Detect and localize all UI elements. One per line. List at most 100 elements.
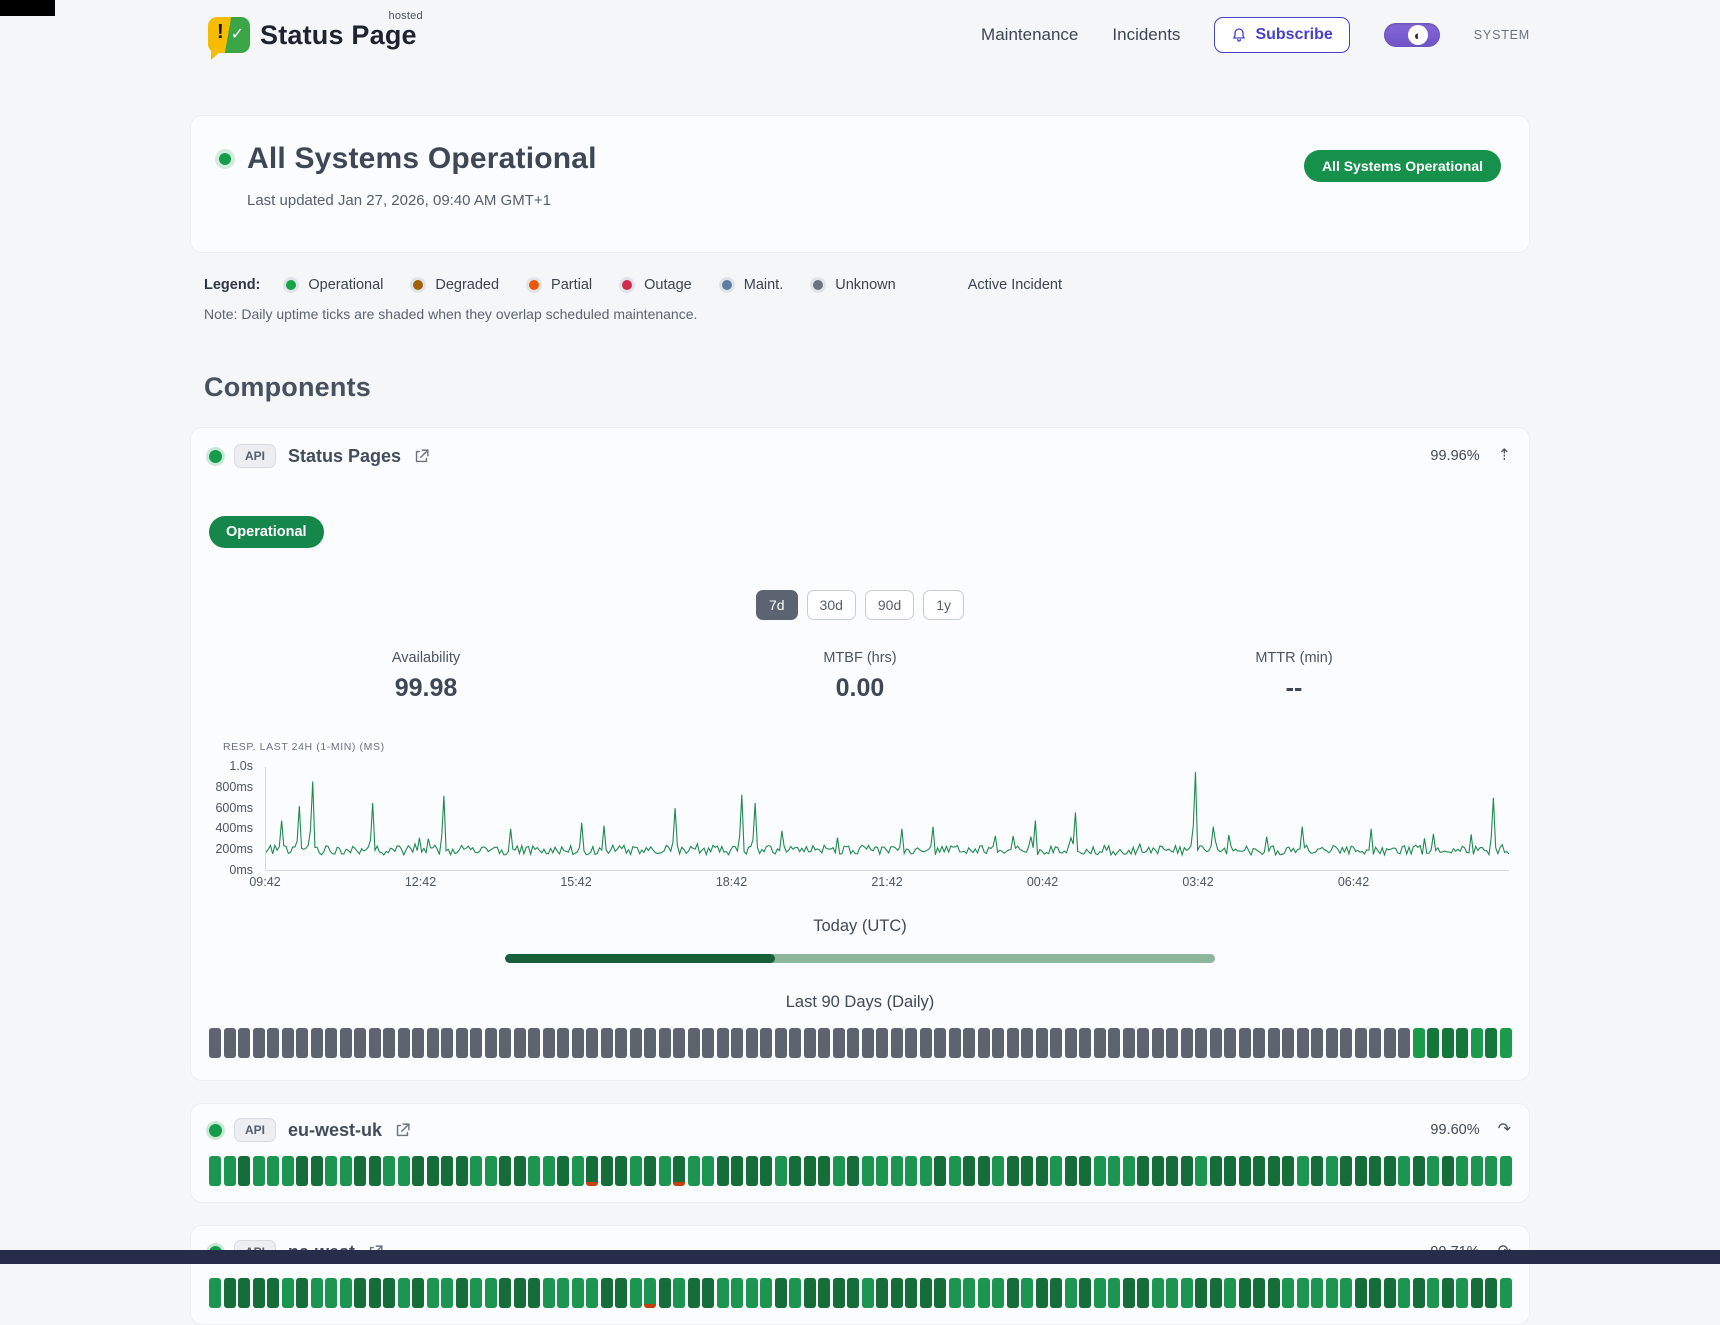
uptime-tick-day[interactable] (1456, 1278, 1468, 1308)
uptime-tick-day[interactable] (1427, 1028, 1439, 1058)
uptime-tick-day[interactable] (412, 1028, 424, 1058)
uptime-tick-day[interactable] (1006, 1156, 1019, 1186)
uptime-tick-day[interactable] (571, 1278, 584, 1308)
uptime-tick-day[interactable] (615, 1028, 627, 1058)
uptime-tick-day[interactable] (455, 1156, 468, 1186)
uptime-tick-day[interactable] (397, 1278, 410, 1308)
uptime-tick-day[interactable] (774, 1028, 787, 1058)
uptime-tick-day[interactable] (1238, 1278, 1251, 1308)
uptime-tick-day[interactable] (934, 1156, 946, 1186)
uptime-tick-day[interactable] (499, 1278, 511, 1308)
uptime-tick-day[interactable] (1412, 1028, 1425, 1058)
uptime-tick-day[interactable] (731, 1156, 743, 1186)
uptime-tick-day[interactable] (1064, 1028, 1077, 1058)
uptime-tick-day[interactable] (368, 1156, 381, 1186)
nav-maintenance[interactable]: Maintenance (981, 25, 1079, 44)
uptime-tick-day[interactable] (267, 1028, 279, 1058)
uptime-tick-day[interactable] (1021, 1156, 1033, 1186)
uptime-tick-day[interactable] (441, 1156, 453, 1186)
uptime-tick-day[interactable] (658, 1156, 671, 1186)
uptime-tick-day[interactable] (1035, 1156, 1048, 1186)
uptime-tick-day[interactable] (354, 1156, 366, 1186)
uptime-tick-day[interactable] (296, 1278, 308, 1308)
uptime-tick-day[interactable] (1224, 1156, 1236, 1186)
nav-incidents[interactable]: Incidents (1112, 25, 1181, 44)
uptime-tick-day[interactable] (745, 1156, 758, 1186)
uptime-tick-day[interactable] (1195, 1156, 1207, 1186)
uptime-tick-day[interactable] (832, 1278, 845, 1308)
uptime-tick-day[interactable] (963, 1278, 975, 1308)
uptime-tick-day[interactable] (861, 1278, 874, 1308)
uptime-tick-day[interactable] (615, 1156, 627, 1186)
uptime-tick-day[interactable] (1209, 1278, 1222, 1308)
uptime-tick-day[interactable] (861, 1156, 874, 1186)
uptime-tick-day[interactable] (702, 1156, 714, 1186)
uptime-tick-day[interactable] (426, 1156, 439, 1186)
uptime-tick-day[interactable] (1122, 1278, 1135, 1308)
uptime-tick-day[interactable] (818, 1156, 830, 1186)
uptime-tick-day[interactable] (1006, 1278, 1019, 1308)
uptime-tick-day[interactable] (528, 1278, 540, 1308)
uptime-tick-day[interactable] (1064, 1156, 1077, 1186)
uptime-tick-day[interactable] (890, 1278, 903, 1308)
uptime-tick-day[interactable] (818, 1028, 830, 1058)
uptime-tick-day[interactable] (441, 1278, 453, 1308)
uptime-tick-day[interactable] (963, 1156, 975, 1186)
uptime-tick-day[interactable] (1093, 1028, 1106, 1058)
uptime-tick-day[interactable] (426, 1278, 439, 1308)
range-button-1y[interactable]: 1y (923, 590, 965, 620)
uptime-tick-day[interactable] (368, 1278, 381, 1308)
uptime-tick-day[interactable] (1122, 1028, 1135, 1058)
uptime-tick-day[interactable] (339, 1156, 352, 1186)
uptime-tick-day[interactable] (731, 1028, 743, 1058)
theme-toggle[interactable]: ◐ (1383, 23, 1440, 47)
uptime-tick-day[interactable] (339, 1028, 352, 1058)
uptime-tick-day[interactable] (876, 1156, 888, 1186)
uptime-tick-day[interactable] (1137, 1278, 1149, 1308)
uptime-tick-day[interactable] (1340, 1156, 1352, 1186)
uptime-tick-day[interactable] (716, 1028, 729, 1058)
uptime-tick-day[interactable] (1253, 1028, 1265, 1058)
external-link-icon[interactable] (394, 1122, 411, 1139)
uptime-tick-day[interactable] (644, 1028, 656, 1058)
uptime-tick-day[interactable] (1485, 1156, 1497, 1186)
uptime-tick-day[interactable] (209, 1156, 221, 1186)
uptime-tick-day[interactable] (455, 1278, 468, 1308)
uptime-tick-day[interactable] (1006, 1028, 1019, 1058)
uptime-tick-day[interactable] (1398, 1278, 1410, 1308)
uptime-tick-day[interactable] (716, 1278, 729, 1308)
uptime-tick-day[interactable] (1093, 1156, 1106, 1186)
uptime-tick-day[interactable] (1180, 1278, 1193, 1308)
uptime-tick-day[interactable] (1151, 1156, 1164, 1186)
uptime-tick-day[interactable] (1354, 1028, 1367, 1058)
uptime-tick-day[interactable] (1311, 1156, 1323, 1186)
uptime-tick-day[interactable] (600, 1028, 613, 1058)
uptime-tick-day[interactable] (919, 1278, 932, 1308)
uptime-tick-day[interactable] (1050, 1278, 1062, 1308)
uptime-tick-day[interactable] (876, 1278, 888, 1308)
collapse-icon[interactable]: ⇡ (1497, 447, 1511, 464)
uptime-tick-day[interactable] (919, 1028, 932, 1058)
uptime-tick-day[interactable] (1470, 1156, 1483, 1186)
subscribe-button[interactable]: Subscribe (1214, 17, 1350, 53)
uptime-tick-day[interactable] (1166, 1028, 1178, 1058)
uptime-tick-day[interactable] (702, 1278, 714, 1308)
uptime-tick-day[interactable] (586, 1028, 598, 1058)
uptime-tick-day[interactable] (412, 1278, 424, 1308)
uptime-tick-day[interactable] (992, 1156, 1004, 1186)
uptime-tick-day[interactable] (267, 1156, 279, 1186)
uptime-tick-day[interactable] (267, 1278, 279, 1308)
uptime-tick-day[interactable] (673, 1028, 685, 1058)
uptime-tick-day[interactable] (1209, 1028, 1222, 1058)
uptime-tick-day[interactable] (209, 1028, 221, 1058)
uptime-tick-day[interactable] (1093, 1278, 1106, 1308)
uptime-tick-day[interactable] (1354, 1156, 1367, 1186)
uptime-tick-day[interactable] (1282, 1278, 1294, 1308)
uptime-tick-day[interactable] (847, 1028, 859, 1058)
uptime-tick-day[interactable] (484, 1156, 497, 1186)
uptime-tick-day[interactable] (890, 1156, 903, 1186)
uptime-tick-day[interactable] (600, 1156, 613, 1186)
uptime-tick-day[interactable] (238, 1028, 250, 1058)
uptime-tick-day[interactable] (673, 1156, 685, 1186)
uptime-tick-day[interactable] (528, 1156, 540, 1186)
